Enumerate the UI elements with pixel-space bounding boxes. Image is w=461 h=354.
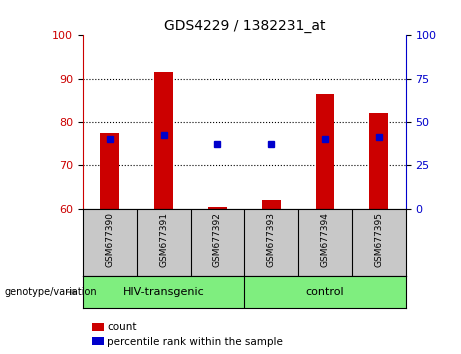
Text: control: control	[306, 287, 344, 297]
Text: GSM677390: GSM677390	[106, 212, 114, 267]
Bar	[208, 207, 227, 209]
Text: GSM677391: GSM677391	[159, 212, 168, 267]
Text: GSM677394: GSM677394	[320, 212, 330, 267]
Text: HIV-transgenic: HIV-transgenic	[123, 287, 205, 297]
Text: genotype/variation: genotype/variation	[5, 287, 97, 297]
Bar	[100, 133, 119, 209]
Bar	[262, 200, 281, 209]
Text: GSM677393: GSM677393	[267, 212, 276, 267]
Bar	[369, 113, 388, 209]
Bar	[154, 72, 173, 209]
Text: GSM677395: GSM677395	[374, 212, 383, 267]
Text: count: count	[107, 322, 136, 332]
Text: percentile rank within the sample: percentile rank within the sample	[107, 337, 283, 347]
Text: GSM677392: GSM677392	[213, 212, 222, 267]
Bar	[316, 94, 334, 209]
Title: GDS4229 / 1382231_at: GDS4229 / 1382231_at	[164, 19, 325, 33]
